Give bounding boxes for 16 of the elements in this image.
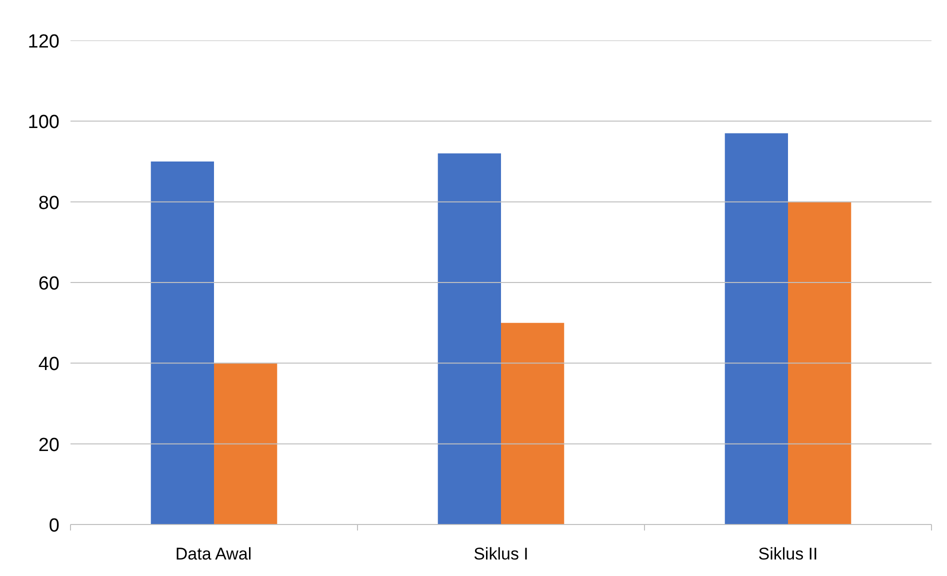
bar bbox=[214, 363, 278, 524]
x-tick-label: Siklus II bbox=[758, 544, 818, 564]
y-tick-label: 80 bbox=[38, 192, 60, 214]
bar bbox=[150, 162, 214, 524]
bar bbox=[724, 133, 788, 524]
y-tick-label: 120 bbox=[28, 32, 60, 52]
y-tick-label: 20 bbox=[38, 434, 60, 456]
x-tick-label: Siklus I bbox=[474, 544, 528, 564]
bar bbox=[501, 322, 564, 524]
x-tick-label: Data Awal bbox=[175, 544, 252, 564]
bar bbox=[788, 202, 852, 524]
bar bbox=[438, 153, 501, 524]
y-tick-label: 60 bbox=[38, 274, 60, 294]
y-tick-label: 40 bbox=[38, 354, 60, 376]
y-tick-label: 100 bbox=[28, 112, 60, 134]
y-tick-label: 0 bbox=[48, 516, 60, 536]
